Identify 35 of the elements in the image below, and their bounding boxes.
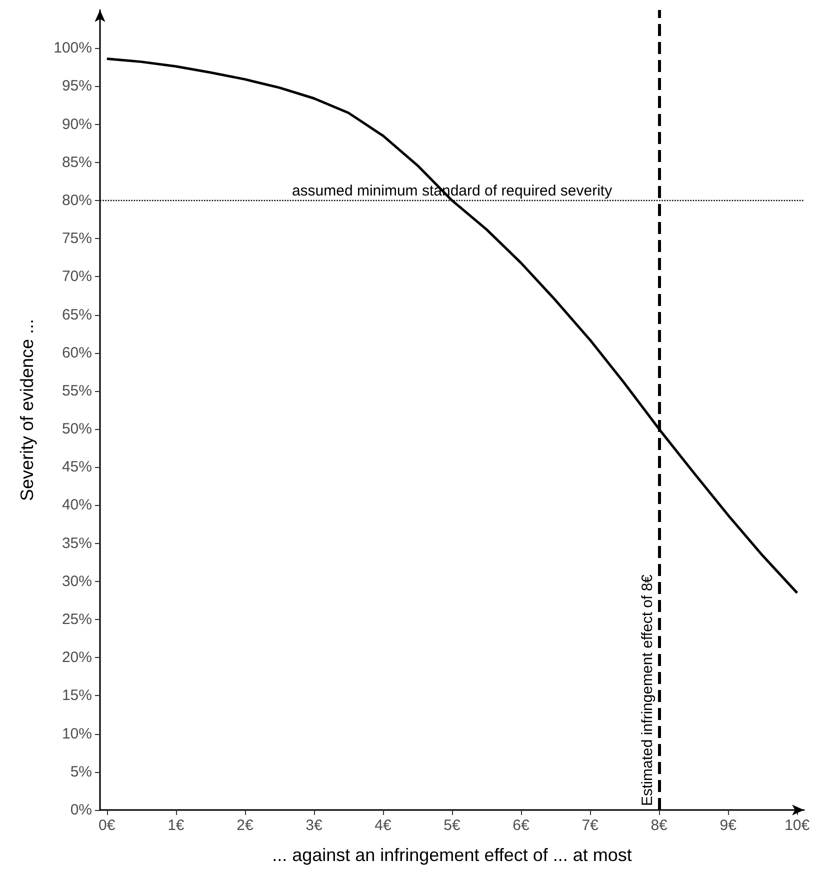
- x-tick-label: 5€: [444, 817, 461, 834]
- y-tick-label: 45%: [62, 458, 92, 476]
- y-tick-label: 15%: [62, 687, 92, 704]
- y-tick-label: 100%: [54, 40, 92, 57]
- y-tick-label: 20%: [62, 649, 92, 666]
- x-tick-label: 4€: [374, 817, 392, 834]
- x-tick-label: 1€: [168, 817, 185, 834]
- x-tick-label: 3€: [306, 817, 323, 834]
- y-tick-label: 10%: [62, 725, 92, 742]
- y-tick-label: 50%: [62, 420, 92, 438]
- x-tick-label: 9€: [720, 817, 738, 834]
- y-tick-label: 75%: [62, 230, 92, 248]
- y-tick-label: 40%: [62, 496, 92, 514]
- y-tick-label: 80%: [62, 192, 92, 209]
- y-tick-label: 60%: [62, 344, 92, 362]
- x-tick-label: 10€: [784, 817, 810, 834]
- y-tick-label: 90%: [62, 116, 92, 133]
- y-tick-label: 5%: [70, 763, 92, 780]
- x-tick-label: 2€: [236, 817, 254, 834]
- y-tick-label: 65%: [62, 306, 92, 324]
- y-tick-label: 30%: [62, 572, 92, 590]
- y-tick-label: 35%: [62, 534, 92, 552]
- y-tick-label: 25%: [62, 611, 92, 628]
- x-tick-label: 8€: [650, 817, 668, 834]
- y-tick-label: 55%: [62, 382, 92, 400]
- x-tick-label: 0€: [98, 817, 116, 834]
- x-tick-label: 6€: [512, 817, 530, 834]
- x-axis-title: ... against an infringement effect of ... at most: [272, 845, 632, 865]
- y-tick-label: 85%: [62, 154, 92, 171]
- y-tick-label: 70%: [62, 268, 92, 286]
- y-tick-label: 0%: [70, 802, 92, 818]
- y-tick-label: 95%: [62, 78, 92, 95]
- x-tick-label: 7€: [582, 817, 600, 834]
- ref-line-label: Estimated infringement effect of 8€: [639, 574, 656, 806]
- y-axis-title: Severity of evidence ...: [17, 318, 37, 502]
